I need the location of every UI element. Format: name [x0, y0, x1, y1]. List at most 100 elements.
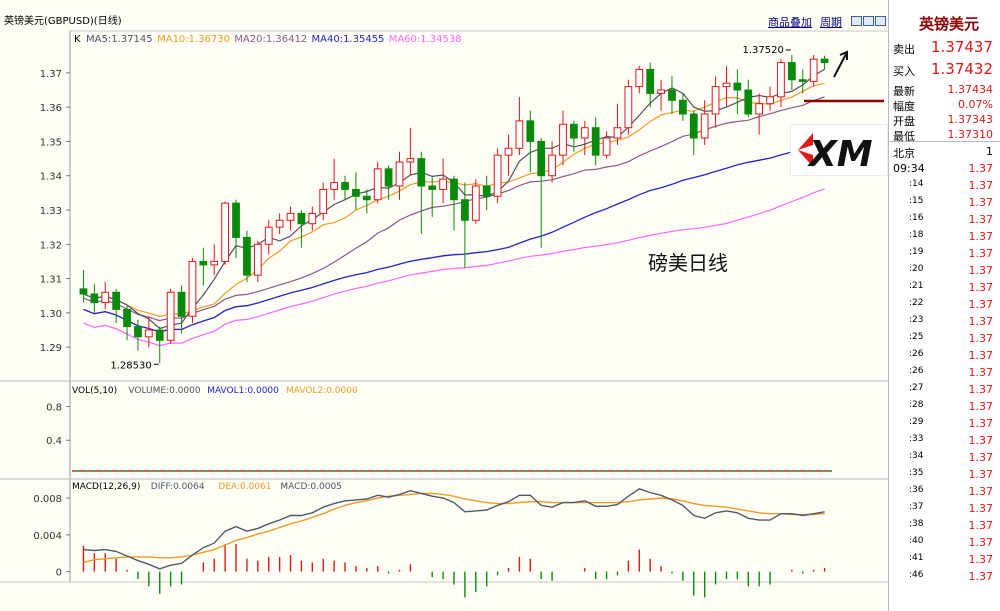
candle-body	[199, 260, 208, 266]
candle-body	[253, 243, 262, 276]
tick-price: 1.37	[968, 570, 994, 583]
chart-title-bar: 英镑美元(GBPUSD)(日线) 商品叠加 周期	[0, 0, 888, 30]
xm-logo-text: XM	[807, 134, 873, 175]
tick-price: 1.37	[968, 553, 994, 566]
candle-body	[493, 154, 502, 197]
tick-price: 1.37	[968, 434, 994, 447]
candle-body	[275, 219, 284, 228]
city-value: 1	[986, 145, 993, 158]
quote-row: 最低 1.37310	[893, 125, 997, 143]
candle-body	[177, 291, 186, 317]
legend-dea: DEA:0.0061	[218, 482, 271, 492]
candle-body	[264, 226, 273, 245]
candle-body	[232, 202, 240, 238]
candle-body	[537, 140, 546, 177]
tick-price: 1.37	[968, 247, 994, 260]
tick-row: :41 1.37	[893, 550, 997, 567]
candle-body	[188, 260, 197, 317]
legend-mavol1: MAVOL1:0.0000	[207, 386, 279, 396]
quote-value: 1.37437	[930, 38, 993, 56]
quote-label: 幅度	[893, 100, 915, 113]
tick-time: :40	[909, 536, 924, 546]
candle-body	[820, 58, 829, 64]
candle-body	[210, 260, 219, 266]
candle-body	[308, 212, 317, 225]
macd-panel-title: MACD(12,26,9)	[72, 482, 140, 492]
candle-body	[755, 103, 764, 115]
quote-row: 卖出 1.37437	[893, 38, 997, 56]
candle-body	[352, 188, 360, 197]
tick-price: 1.37	[968, 468, 994, 481]
candle-body	[101, 291, 110, 304]
volume-axis-label: 0.4	[46, 436, 62, 447]
tick-row: :35 1.37	[893, 465, 997, 482]
tick-price: 1.37	[968, 264, 994, 277]
tick-row: :28 1.37	[893, 397, 997, 414]
candle-body	[777, 62, 785, 98]
city-label: 北京	[893, 147, 915, 160]
tick-time: :22	[909, 298, 924, 308]
candle-body	[798, 79, 807, 82]
high-price-label: 1.37520	[742, 45, 783, 56]
candle-body	[733, 82, 742, 91]
tick-row: :21 1.37	[893, 278, 997, 295]
legend-macd: MACD:0.0005	[280, 482, 342, 492]
chart-window-title: 英镑美元(GBPUSD)(日线)	[4, 16, 122, 27]
candle-body	[221, 202, 230, 262]
candle-body	[711, 86, 720, 115]
candle-body	[286, 212, 295, 221]
quote-row: 幅度 0.07%	[893, 95, 997, 113]
candle-body	[362, 195, 371, 201]
chart-area[interactable]: 1.29 1.30 1.31 1.32 1.33 1.34 1.35 1.36 1.37 0.8 0…	[0, 0, 888, 611]
candle-body	[406, 158, 415, 163]
quote-label: 买入	[893, 65, 915, 78]
candle-body	[482, 185, 491, 197]
candle-body	[766, 96, 774, 105]
main-legend: K MA5:1.37145 MA10:1.36730 MA20:1.36412 MA40…	[74, 34, 462, 45]
legend-ma5: MA5:1.37145	[86, 34, 153, 45]
tick-price: 1.37	[968, 213, 994, 226]
tick-time: :27	[909, 383, 924, 393]
price-axis-label: 1.29	[40, 343, 62, 354]
quote-label: 最新	[893, 85, 915, 98]
quote-label: 卖出	[893, 43, 915, 56]
price-axis-label: 1.32	[40, 240, 62, 251]
candle-body	[144, 329, 153, 338]
quote-label: 最低	[893, 130, 915, 143]
candle-body	[515, 120, 524, 149]
candle-body	[373, 168, 382, 201]
tick-price: 1.37	[968, 179, 994, 192]
up-arrow-annotation	[833, 50, 848, 78]
panel-title: 英镑美元	[919, 15, 980, 33]
tick-time: :41	[909, 553, 924, 563]
macd-axis-label: 0.004	[33, 531, 62, 542]
candle-body	[744, 89, 753, 115]
close-button[interactable]	[875, 16, 886, 26]
tick-row: :27 1.37	[893, 380, 997, 397]
price-axis-label: 1.35	[40, 137, 62, 148]
restore-button[interactable]	[851, 16, 862, 26]
city-row: 北京 1	[893, 142, 997, 160]
period-button[interactable]: 周期	[820, 16, 842, 29]
candle-body	[591, 127, 600, 156]
candle-body	[787, 62, 796, 81]
tick-time: :28	[909, 400, 924, 410]
quote-panel: 英镑美元 卖出 1.37437 买入 1.37432 最新 1.37434 幅度 0.07% 开…	[888, 0, 1000, 611]
price-axis-label: 1.31	[40, 275, 62, 286]
quote-value: 0.07%	[958, 98, 993, 111]
tick-time: :37	[909, 502, 924, 512]
candle-body	[809, 58, 818, 82]
candle-body	[112, 291, 121, 310]
maximize-button[interactable]	[863, 16, 874, 26]
tick-row: 09:34 1.37	[893, 159, 997, 176]
tick-price: 1.37	[968, 162, 994, 175]
candle-body	[613, 127, 622, 139]
tick-row: :40 1.37	[893, 533, 997, 550]
candle-body	[330, 182, 338, 190]
candle-body	[548, 154, 556, 177]
overlay-symbol-button[interactable]: 商品叠加	[768, 16, 812, 29]
tick-row: :19 1.37	[893, 244, 997, 261]
tick-row: :16 1.37	[893, 210, 997, 227]
candle-body	[526, 120, 535, 142]
